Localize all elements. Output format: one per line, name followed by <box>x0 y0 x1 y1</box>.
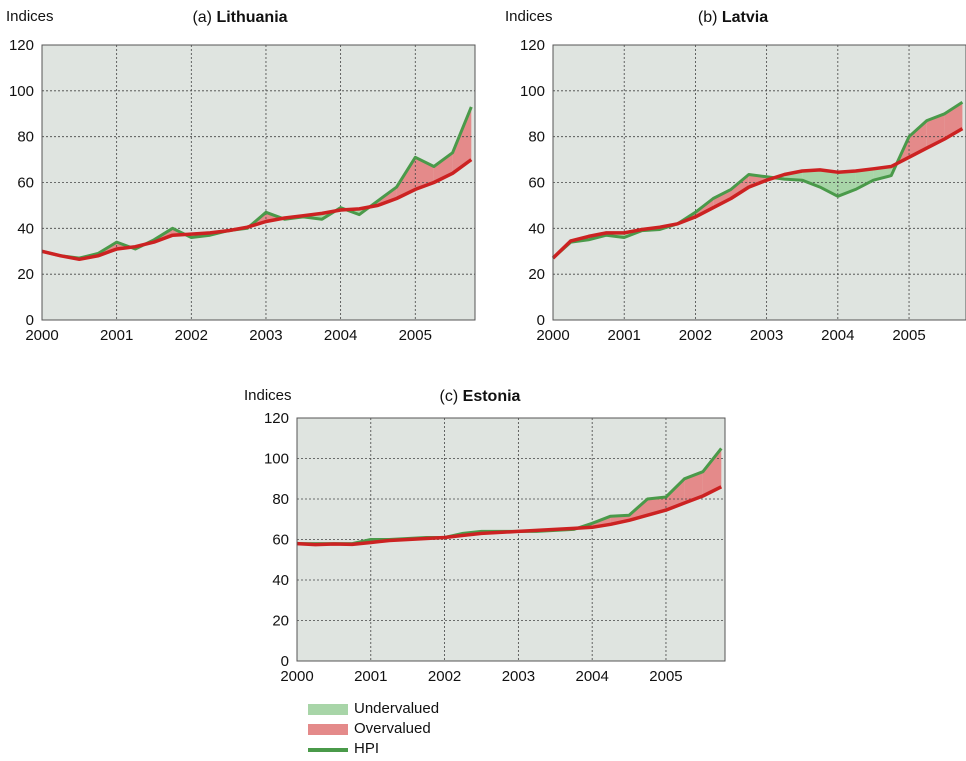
undervalued-area-latvia <box>802 169 820 188</box>
overvalued-area-estonia <box>702 448 722 496</box>
x-tick-label-estonia: 2005 <box>649 668 682 685</box>
overvalued-area-lithuania <box>452 106 472 174</box>
x-tick-label-estonia: 2003 <box>502 668 535 685</box>
x-tick-label-latvia: 2000 <box>536 327 569 344</box>
y-tick-label-estonia: 80 <box>272 491 289 508</box>
chart-estonia: 0 20 40 60 80 100 120 2000 2001 2002 2003 2004 2005 I… <box>244 387 726 685</box>
y-tick-label-estonia: 60 <box>272 532 289 549</box>
undervalued-swatch <box>308 704 348 715</box>
x-tick-label-lithuania: 2003 <box>249 327 282 344</box>
legend-label-undervalued: Undervalued <box>354 700 440 717</box>
y-tick-label-estonia: 0 <box>281 653 289 670</box>
x-tick-label-lithuania: 2001 <box>100 327 133 344</box>
y-tick-label-lithuania: 20 <box>17 266 34 283</box>
x-tick-label-estonia: 2002 <box>428 668 461 685</box>
overvalued-area-estonia <box>666 478 685 511</box>
chart-title-estonia: (c) Estonia <box>440 388 521 405</box>
y-tick-label-latvia: 20 <box>528 266 545 283</box>
hpi-line-latvia <box>551 101 964 260</box>
chart-lithuania: 0 20 40 60 80 100 120 2000 2001 2002 2003 2004 2005 I… <box>6 8 476 344</box>
y-tick-label-latvia: 40 <box>528 220 545 237</box>
overvalued-area-latvia <box>909 120 927 158</box>
chart-panel-estonia: 0 20 40 60 80 100 120 2000 2001 2002 2003 2004 2005 I… <box>240 380 740 700</box>
x-tick-label-latvia: 2002 <box>679 327 712 344</box>
y-axis-label-lithuania: Indices <box>6 8 54 25</box>
undervalued-area-latvia <box>855 168 874 190</box>
y-tick-label-latvia: 120 <box>520 37 545 54</box>
x-tick-label-estonia: 2001 <box>354 668 387 685</box>
legend-item-hpi: HPI <box>308 740 508 758</box>
chart-panel-lithuania: 0 20 40 60 80 100 120 2000 2001 2002 2003 2004 2005 I… <box>0 0 483 355</box>
overvalued-area-latvia <box>713 189 731 208</box>
y-tick-label-latvia: 0 <box>537 312 545 329</box>
legend-label-overvalued: Overvalued <box>354 720 431 737</box>
y-tick-label-lithuania: 0 <box>26 312 34 329</box>
hpi-line-swatch <box>308 748 348 752</box>
legend-item-undervalued: Undervalued <box>308 700 508 718</box>
fundamental-line-lithuania <box>41 158 473 262</box>
y-tick-label-latvia: 80 <box>528 129 545 146</box>
legend-label-hpi: HPI <box>354 740 380 757</box>
x-tick-label-lithuania: 2004 <box>324 327 357 344</box>
x-tick-label-latvia: 2005 <box>892 327 925 344</box>
y-tick-label-lithuania: 40 <box>17 220 34 237</box>
y-tick-label-latvia: 100 <box>520 83 545 100</box>
overvalued-area-estonia <box>684 471 703 503</box>
plot-border-latvia <box>552 44 966 321</box>
x-tick-label-latvia: 2004 <box>821 327 854 344</box>
y-tick-label-latvia: 60 <box>528 175 545 192</box>
overvalued-area-latvia <box>731 174 749 199</box>
plot-border-lithuania <box>41 44 476 321</box>
fundamental-line-latvia <box>551 127 964 260</box>
x-tick-label-latvia: 2001 <box>608 327 641 344</box>
y-tick-label-lithuania: 100 <box>9 83 34 100</box>
x-tick-label-latvia: 2003 <box>750 327 783 344</box>
chart-title-latvia: (b) Latvia <box>698 9 768 26</box>
y-tick-label-estonia: 40 <box>272 572 289 589</box>
fundamental-line-estonia <box>296 485 723 547</box>
y-tick-label-estonia: 100 <box>264 451 289 468</box>
y-axis-label-latvia: Indices <box>505 8 553 25</box>
hpi-line-lithuania <box>41 106 473 260</box>
overvalued-swatch <box>308 724 348 735</box>
x-tick-label-estonia: 2004 <box>575 668 608 685</box>
y-tick-label-estonia: 120 <box>264 410 289 427</box>
chart-latvia: 0 20 40 60 80 100 120 2000 2001 2002 2003 2004 2005 I… <box>505 8 966 344</box>
overvalued-area-lithuania <box>396 157 416 199</box>
plot-border-estonia <box>296 417 726 662</box>
x-tick-label-lithuania: 2005 <box>399 327 432 344</box>
y-tick-label-lithuania: 60 <box>17 175 34 192</box>
y-tick-label-lithuania: 80 <box>17 129 34 146</box>
chart-panel-latvia: 0 20 40 60 80 100 120 2000 2001 2002 2003 2004 2005 I… <box>483 0 966 355</box>
x-tick-label-lithuania: 2000 <box>25 327 58 344</box>
y-axis-label-estonia: Indices <box>244 387 292 404</box>
x-tick-label-estonia: 2000 <box>280 668 313 685</box>
x-tick-label-lithuania: 2002 <box>175 327 208 344</box>
y-tick-label-estonia: 20 <box>272 613 289 630</box>
chart-title-lithuania: (a) Lithuania <box>192 9 287 26</box>
legend-item-overvalued: Overvalued <box>308 720 508 738</box>
undervalued-area-latvia <box>820 169 838 197</box>
y-tick-label-lithuania: 120 <box>9 37 34 54</box>
chart-legend: Undervalued Overvalued HPI <box>308 700 508 760</box>
